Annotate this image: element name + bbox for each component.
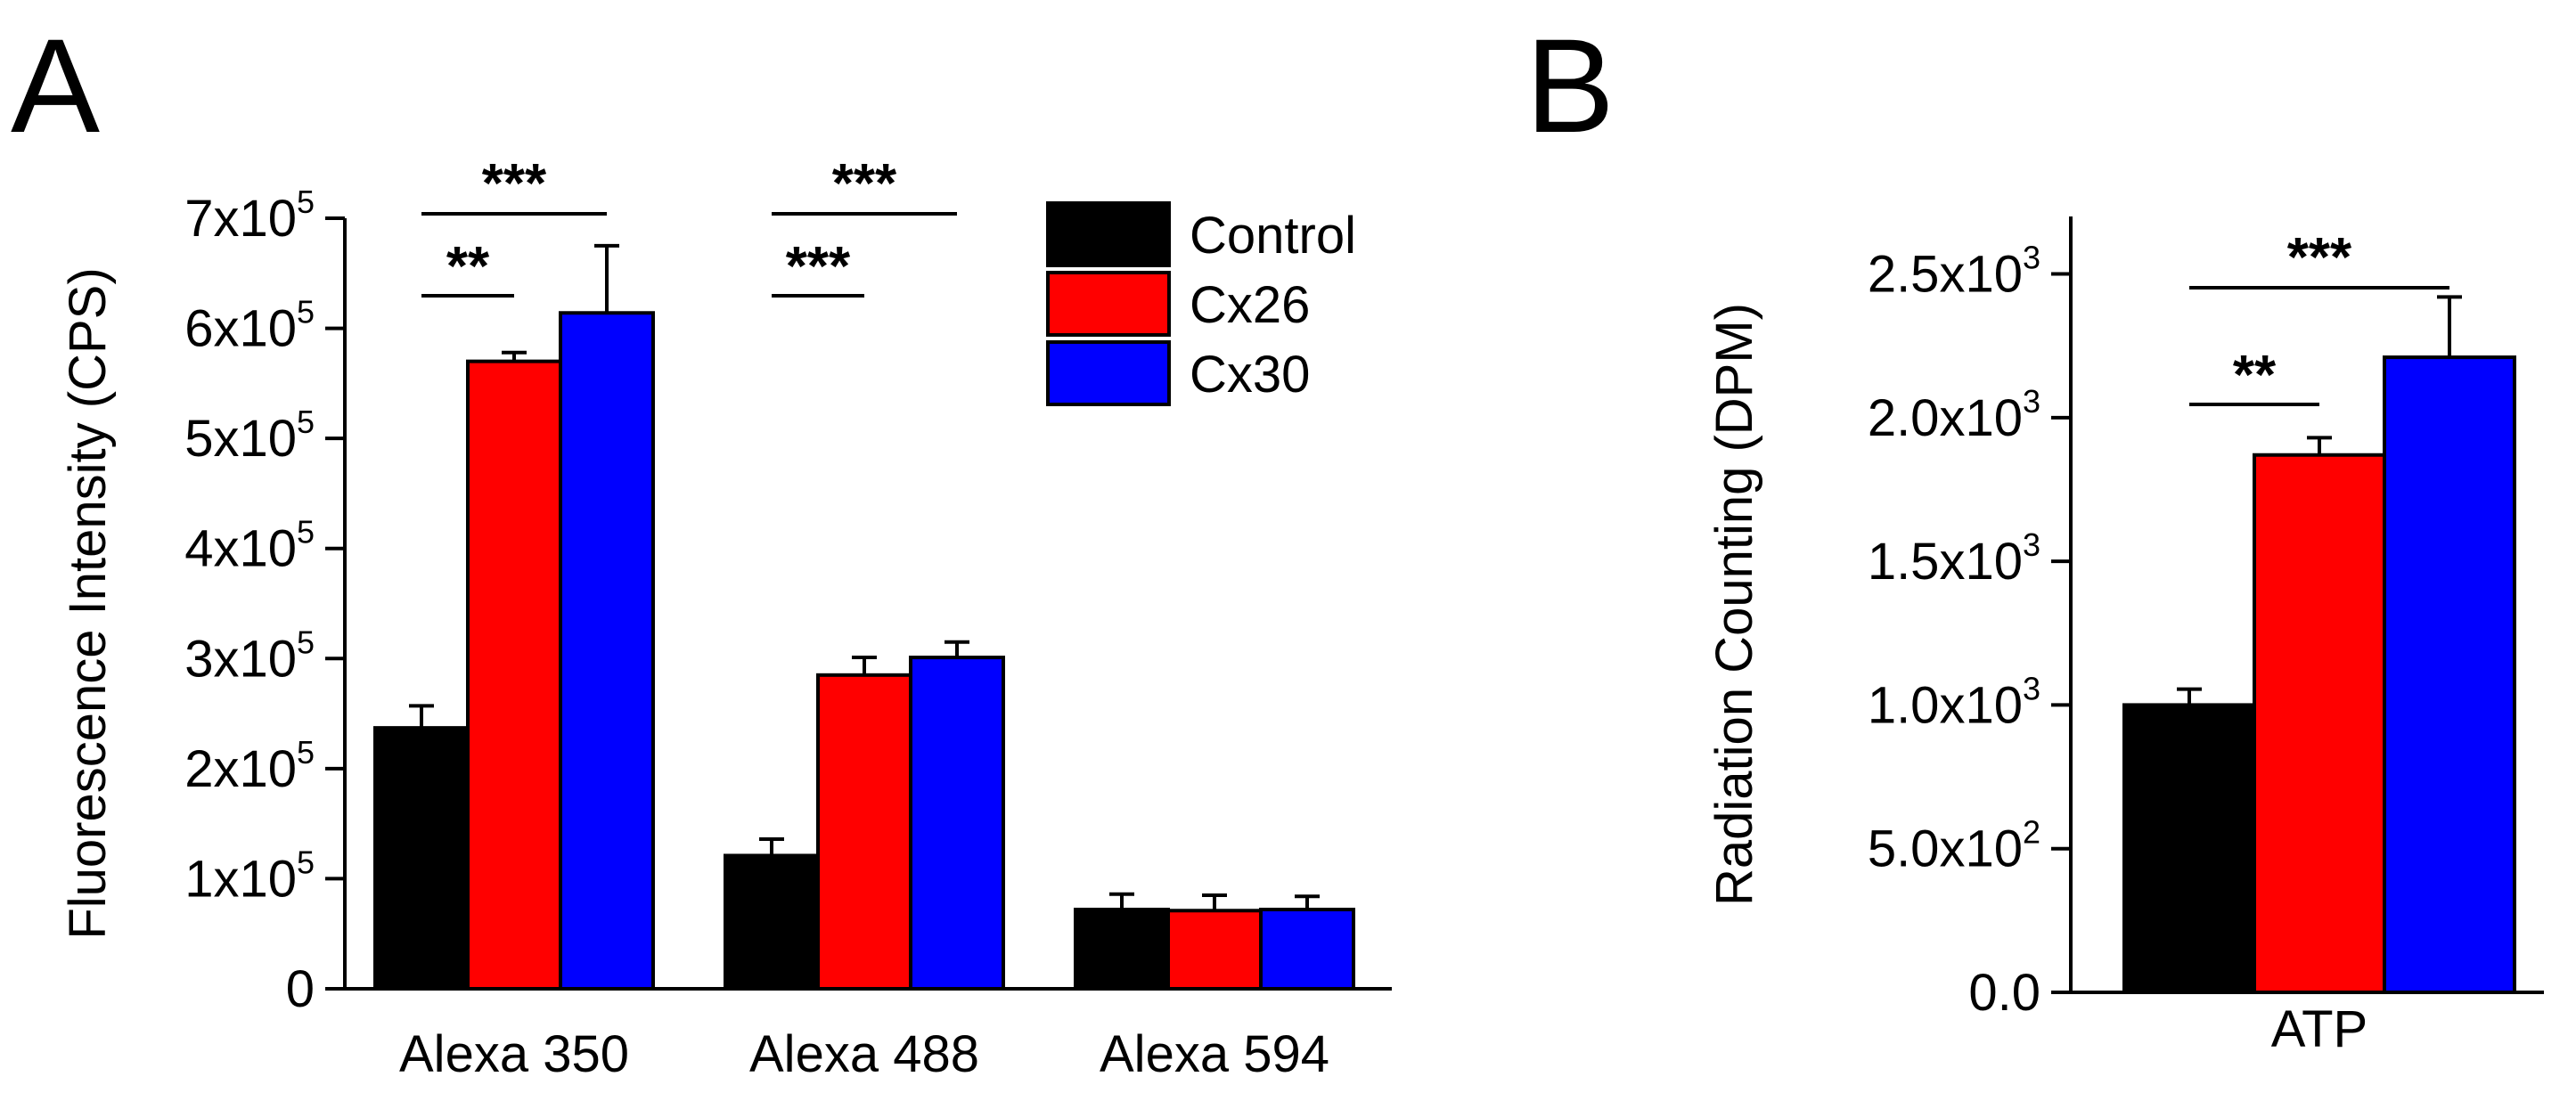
y-tick-label: 3x105 — [184, 624, 315, 688]
legend-label: Cx30 — [1190, 346, 1310, 404]
bar-cx26 — [1166, 909, 1263, 991]
panel-b-letter: B — [1525, 11, 1615, 160]
y-tick-label: 6x105 — [184, 294, 315, 358]
significance-label: *** — [832, 153, 897, 215]
bar-control — [724, 853, 820, 991]
y-tick-label: 0 — [286, 960, 315, 1018]
y-tick-label-exponent: 5 — [297, 844, 315, 880]
y-tick-label-exponent: 3 — [2023, 526, 2040, 563]
y-tick-label-base: 2.0x10 — [1868, 389, 2023, 447]
y-tick-label-exponent: 5 — [297, 184, 315, 220]
bar-control — [2122, 703, 2256, 994]
y-tick-label-base: 0 — [286, 960, 315, 1018]
legend: Control Cx26 Cx30 — [1046, 201, 1356, 406]
y-tick-label-exponent: 5 — [297, 734, 315, 771]
y-tick-label-exponent: 3 — [2023, 670, 2040, 706]
y-tick-label-exponent: 5 — [297, 624, 315, 660]
legend-swatch-cx30 — [1046, 340, 1171, 406]
category-label: ATP — [2271, 1000, 2368, 1058]
y-tick-label: 1.0x103 — [1868, 670, 2040, 734]
y-axis-label: Radiation Counting (DPM) — [1705, 303, 1763, 906]
legend-label: Cx26 — [1190, 276, 1310, 334]
y-tick-label: 7x105 — [184, 184, 315, 248]
y-tick-label-exponent: 2 — [2023, 814, 2040, 851]
y-tick-label: 5x105 — [184, 404, 315, 468]
bar-control — [1074, 908, 1170, 991]
y-tick-label: 1.5x103 — [1868, 526, 2040, 591]
legend-swatch-control — [1046, 201, 1171, 267]
y-tick-label-base: 4x10 — [184, 520, 297, 578]
bar-cx26 — [2253, 453, 2386, 995]
y-tick-label-exponent: 5 — [297, 404, 315, 440]
bar-cx30 — [2383, 355, 2516, 994]
y-tick-label-exponent: 5 — [297, 294, 315, 330]
y-tick-label: 0.0 — [1968, 964, 2040, 1022]
legend-swatch-cx26 — [1046, 271, 1171, 337]
category-label: Alexa 350 — [399, 1025, 629, 1083]
y-tick-label-exponent: 3 — [2023, 383, 2040, 420]
y-tick-label: 5.0x102 — [1868, 814, 2040, 878]
y-tick-label: 2.0x103 — [1868, 383, 2040, 447]
category-label: Alexa 594 — [1100, 1025, 1329, 1083]
legend-label: Control — [1190, 207, 1356, 265]
y-tick-label-base: 5.0x10 — [1868, 820, 2023, 878]
y-axis-label: Fluorescence Intensity (CPS) — [59, 267, 117, 939]
bar-cx30 — [559, 311, 655, 991]
bar-cx26 — [816, 673, 912, 991]
significance-label: *** — [482, 153, 547, 215]
y-tick-label-base: 1.5x10 — [1868, 533, 2023, 591]
category-label: Alexa 488 — [749, 1025, 979, 1083]
y-tick-label-base: 7x10 — [184, 190, 297, 248]
bar-cx30 — [1259, 908, 1355, 991]
y-tick-label-base: 3x10 — [184, 630, 297, 688]
bar-control — [373, 726, 470, 991]
y-tick-label-base: 1.0x10 — [1868, 676, 2023, 734]
y-tick-label: 2.5x103 — [1868, 240, 2040, 304]
y-tick-label: 4x105 — [184, 514, 315, 578]
significance-label: ** — [2233, 345, 2277, 406]
y-tick-label-base: 2.5x10 — [1868, 246, 2023, 304]
significance-label: *** — [786, 236, 851, 298]
y-tick-label-base: 6x10 — [184, 300, 297, 358]
y-tick-label: 2x105 — [184, 734, 315, 798]
bar-cx30 — [909, 656, 1005, 991]
y-tick-label-exponent: 3 — [2023, 240, 2040, 276]
panel-a-letter: A — [11, 11, 100, 160]
y-tick-label-exponent: 5 — [297, 514, 315, 551]
y-tick-label-base: 2x10 — [184, 740, 297, 798]
significance-label: *** — [2287, 227, 2352, 289]
panel-a: A 01x1052x1053x1054x1055x1056x1057x105Fl… — [11, 11, 1392, 1083]
y-tick-label-base: 1x10 — [184, 850, 297, 908]
y-tick-label: 1x105 — [184, 844, 315, 908]
y-tick-label-base: 0.0 — [1968, 964, 2040, 1022]
y-tick-label-base: 5x10 — [184, 410, 297, 468]
panel-b: B 0.05.0x1021.0x1031.5x1032.0x1032.5x103… — [1525, 11, 2544, 1058]
bar-cx26 — [466, 359, 562, 991]
significance-label: ** — [446, 236, 490, 298]
